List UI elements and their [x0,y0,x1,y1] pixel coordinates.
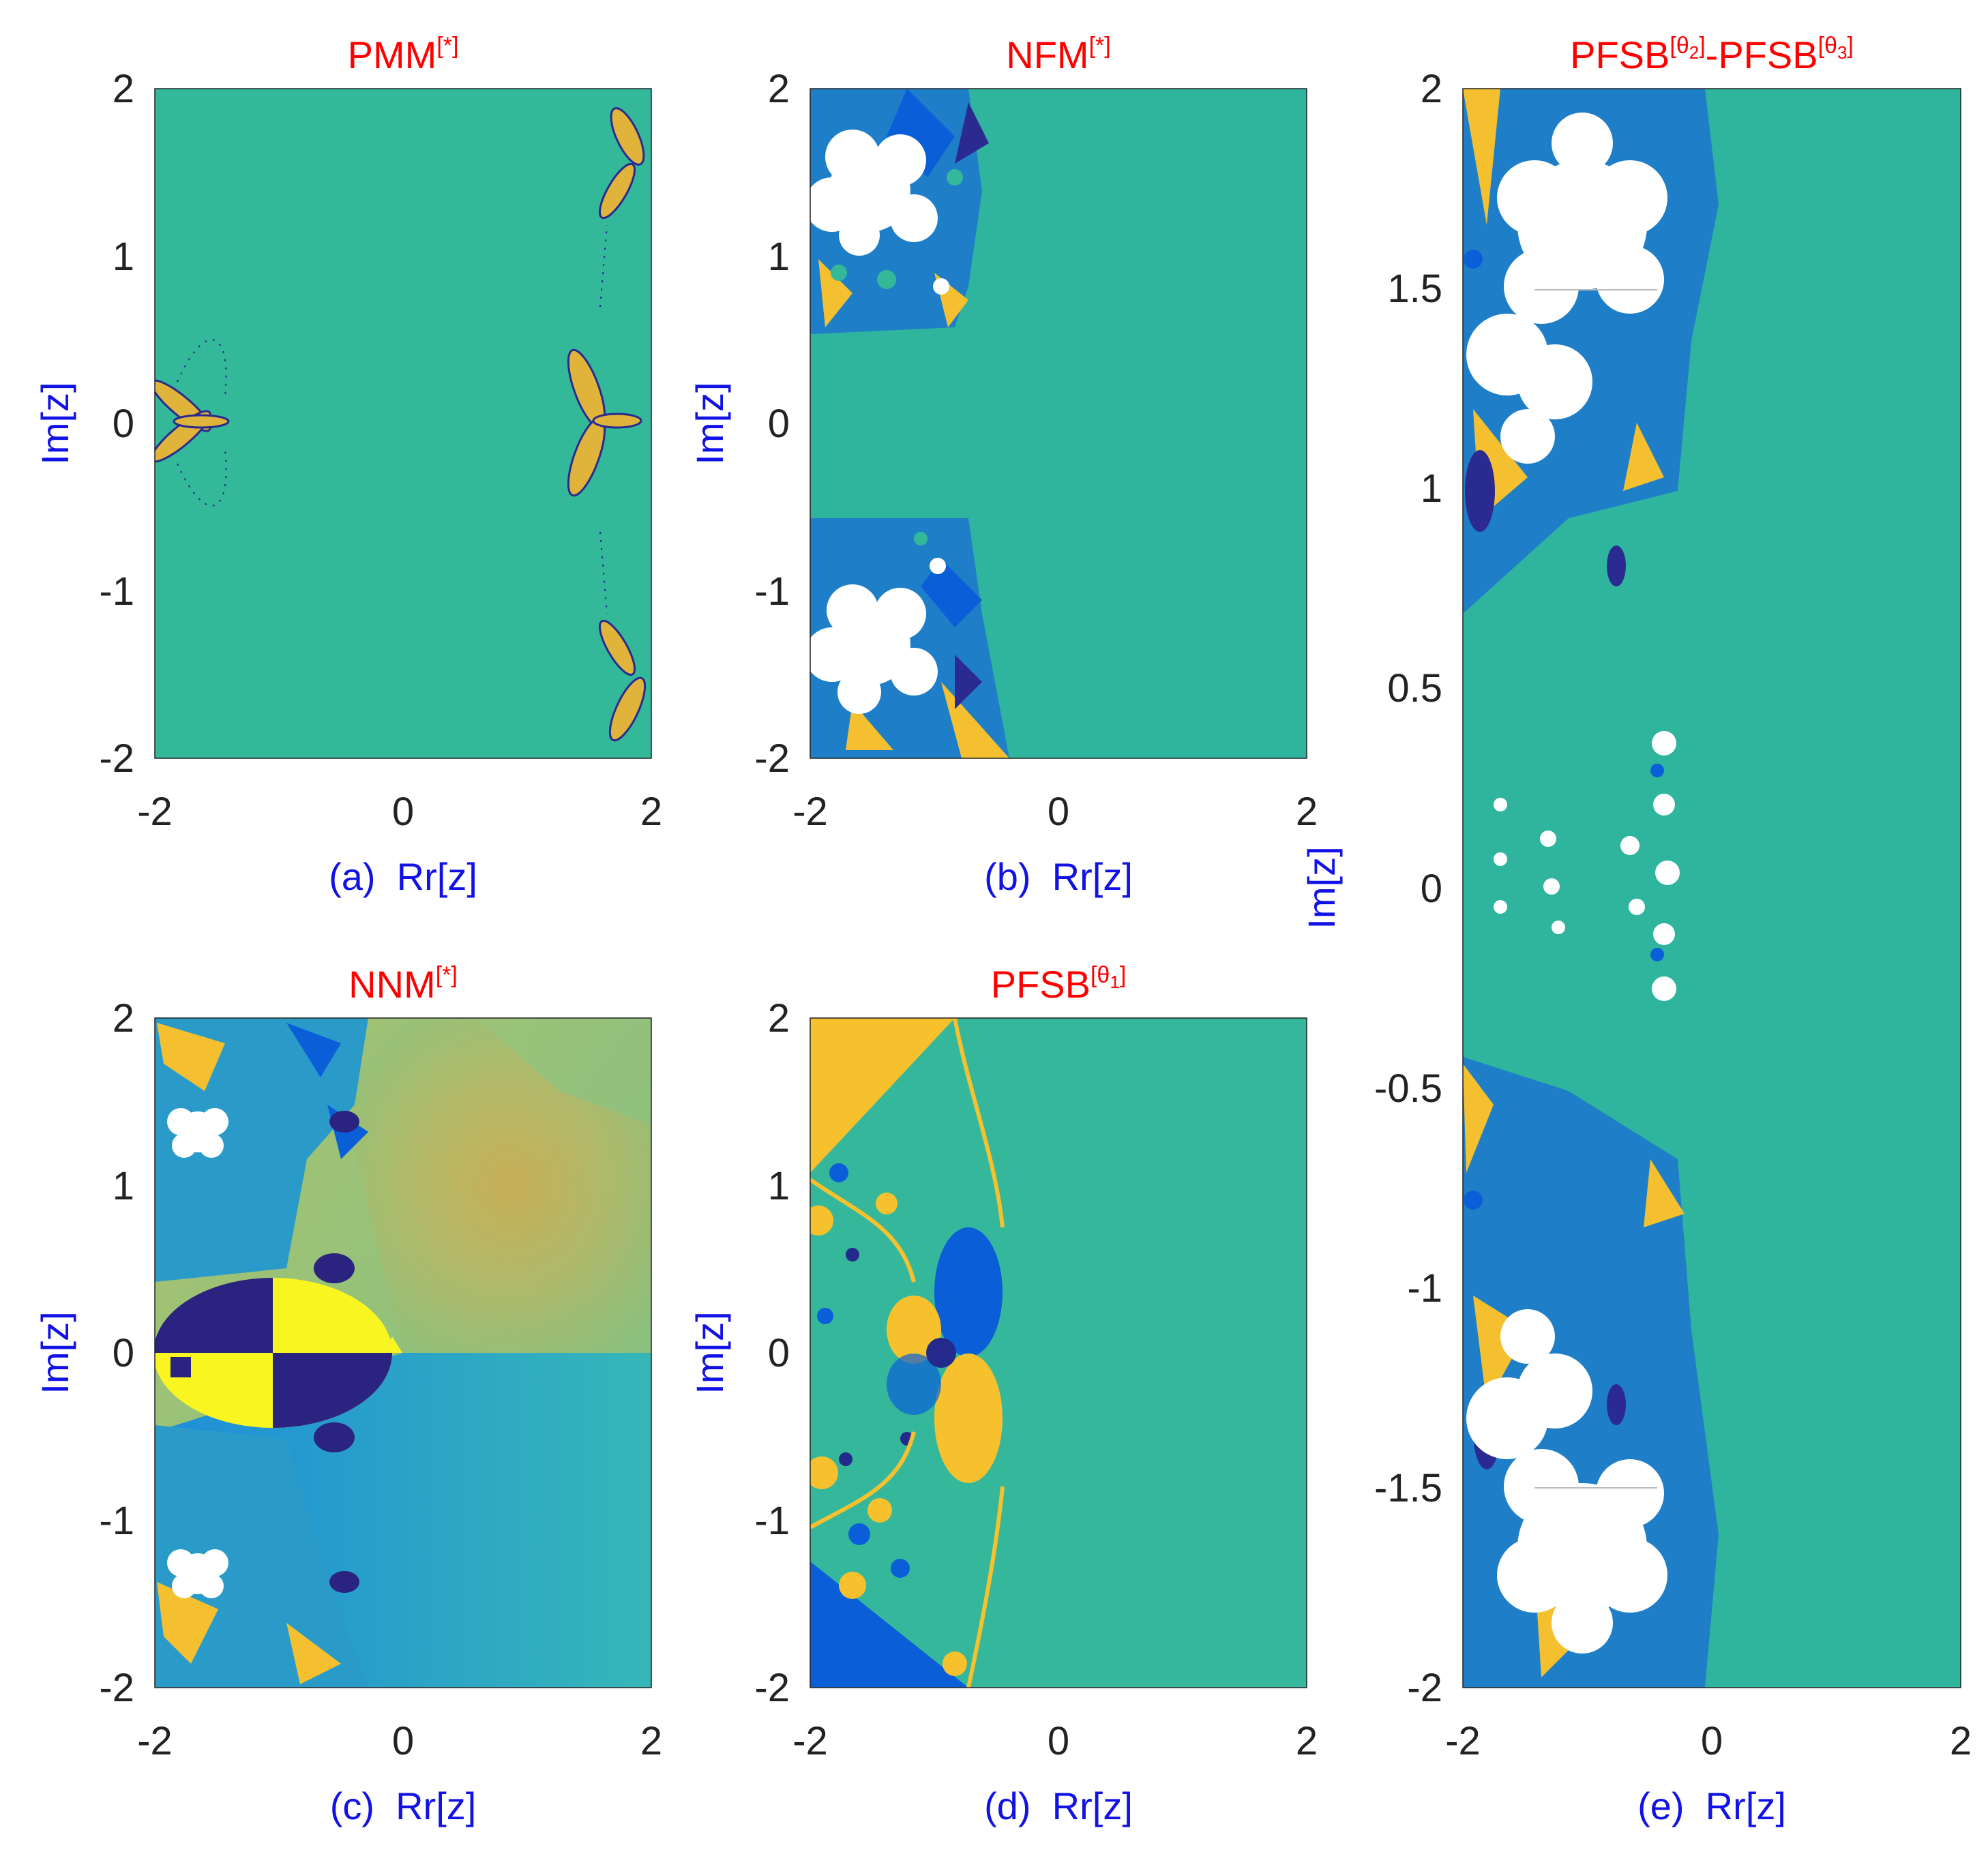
panel-d-xtick: 0 [1048,1719,1069,1763]
panel-e-ytick: -0.5 [1374,1066,1442,1111]
panel-d-ytick: 0 [768,1331,790,1375]
panel-d-background [810,1018,1307,1688]
panel-b-title: NFM[*] [1006,33,1110,76]
panel-e-xtick: 2 [1950,1719,1972,1763]
panel-b-yticks: 2 1 0 -1 -2 [754,67,790,781]
panel-c-xticks: -2 0 2 [137,1719,662,1763]
panel-d-ytick: -1 [754,1499,790,1543]
panel-b-xtick: 2 [1296,790,1318,834]
panel-e-ytick: 0.5 [1387,666,1442,711]
panel-a-fractal [155,107,647,742]
panel-c-ylabel: Im[z] [33,1311,76,1394]
panel-a-ytick: 0 [113,402,134,446]
panel-c: NNM[*] 2 1 0 -1 -2 -2 0 2 (c) Rr[z] Im[z… [33,962,662,1827]
panel-e-ylabel: Im[z] [1300,846,1343,929]
panel-c-xtick: 0 [392,1719,414,1763]
panel-a-title: PMM[*] [348,33,459,76]
panel-c-ytick: 0 [113,1331,134,1375]
panel-d-xticks: -2 0 2 [792,1719,1318,1763]
panel-e-title: PFSB[θ2]-PFSB[θ3] [1570,33,1854,76]
panel-e-ytick: 1.5 [1387,267,1442,311]
panel-e-caption: (e) Rr[z] [1637,1784,1786,1827]
panel-e-yticks: 2 1.5 1 0.5 0 -0.5 -1 -1.5 -2 [1374,67,1442,1710]
panel-b-ytick: 2 [768,67,790,111]
panel-a-xtick: 0 [392,790,414,834]
panel-b: NFM[*] 2 1 0 -1 -2 -2 0 2 (b) Rr[z] Im[z… [688,33,1318,898]
panel-d-ytick: 1 [768,1164,790,1208]
panel-d-ylabel: Im[z] [688,1311,731,1394]
panel-b-ytick: 0 [768,402,790,446]
panel-d-fractal [810,1018,1005,1688]
panel-a-ytick: -2 [99,736,134,781]
panel-c-ytick: -2 [99,1666,134,1710]
panel-c-ytick: 2 [113,996,134,1041]
panel-e-fractal [1463,89,1719,1688]
panel-d: PFSB[θ1] 2 1 0 -1 -2 -2 0 2 (d) Rr[z] Im… [688,962,1318,1827]
panel-b-ytick: 1 [768,235,790,279]
panel-b-fractal [810,89,1009,758]
panel-b-xtick: -2 [792,790,828,834]
panel-b-xticks: -2 0 2 [792,790,1318,834]
panel-a-xticks: -2 0 2 [137,790,662,834]
panel-e-ytick: -1.5 [1374,1466,1442,1510]
panel-e: PFSB[θ2]-PFSB[θ3] 2 1.5 1 0.5 0 -0.5 -1 … [1300,33,1972,1827]
panel-a-xtick: -2 [137,790,173,834]
panel-d-ytick: -2 [754,1666,790,1710]
panel-e-ytick: -1 [1407,1266,1442,1311]
panel-d-caption: (d) Rr[z] [984,1784,1133,1827]
panel-e-xtick: -2 [1445,1719,1481,1763]
panel-a-yticks: 2 1 0 -1 -2 [99,67,134,781]
panel-c-xtick: 2 [640,1719,662,1763]
panel-e-xtick: 0 [1701,1719,1723,1763]
panel-c-title: NNM[*] [348,962,458,1006]
panel-d-xtick: -2 [792,1719,828,1763]
panel-c-ytick: 1 [113,1164,134,1208]
panel-b-ylabel: Im[z] [688,382,731,464]
panel-c-ytick: -1 [99,1499,134,1543]
panel-b-ytick: -1 [754,569,790,614]
panel-a: PMM[*] 2 1 0 -1 -2 -2 0 2 (a) Rr[z] Im[z… [33,33,662,898]
panel-a-ylabel: Im[z] [33,382,76,464]
panel-c-xtick: -2 [137,1719,173,1763]
panel-d-ytick: 2 [768,996,790,1041]
panel-a-background [155,89,651,758]
panel-a-ytick: 1 [113,235,134,279]
panel-e-ytick: 0 [1421,867,1442,911]
panel-b-xtick: 0 [1048,790,1069,834]
panel-b-caption: (b) Rr[z] [984,855,1133,898]
panel-a-ytick: 2 [113,67,134,111]
panel-c-fractal [155,1018,651,1688]
panel-c-yticks: 2 1 0 -1 -2 [99,996,134,1710]
panel-e-ytick: -2 [1407,1666,1442,1710]
panel-d-xtick: 2 [1296,1719,1318,1763]
panel-c-caption: (c) Rr[z] [330,1784,477,1827]
panel-e-xticks: -2 0 2 [1445,1719,1972,1763]
panel-a-caption: (a) Rr[z] [329,855,477,898]
panel-d-yticks: 2 1 0 -1 -2 [754,996,790,1710]
panel-b-ytick: -2 [754,736,790,781]
panel-e-ytick: 1 [1421,466,1442,511]
panel-d-title: PFSB[θ1] [991,962,1127,1006]
panel-e-ytick: 2 [1421,67,1442,111]
panel-a-xtick: 2 [640,790,662,834]
panel-a-ytick: -1 [99,569,134,614]
